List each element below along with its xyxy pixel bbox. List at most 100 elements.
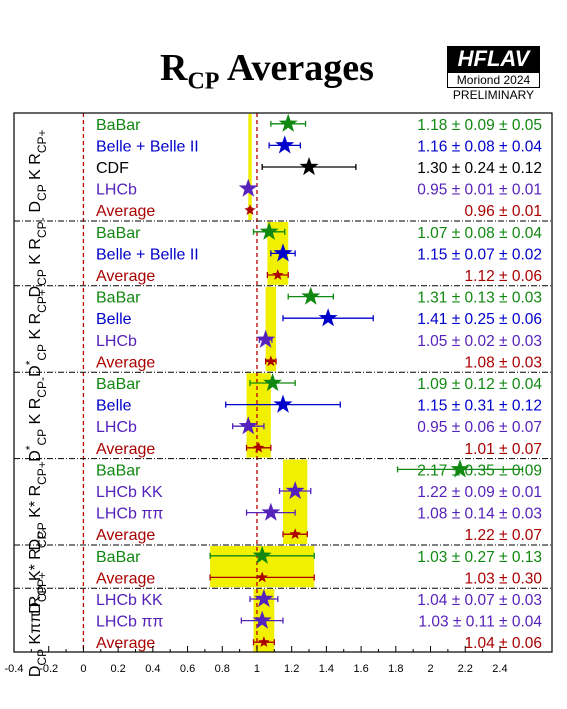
row-value: 1.22 ± 0.09 ± 0.01 xyxy=(417,484,542,501)
data-marker xyxy=(252,545,272,564)
x-tick-label: -0.2 xyxy=(39,663,58,675)
row-value: 1.04 ± 0.07 ± 0.03 xyxy=(417,592,542,609)
row-label: LHCb KK xyxy=(96,592,163,609)
data-marker xyxy=(238,178,258,197)
row-label: LHCb ππ xyxy=(96,506,163,523)
row-label: LHCb xyxy=(96,419,137,436)
average-band xyxy=(265,286,277,372)
row-value: 0.96 ± 0.01 xyxy=(465,203,542,220)
row-value: 1.03 ± 0.30 xyxy=(465,570,543,587)
row-label: CDF xyxy=(96,160,129,177)
row-label: BaBar xyxy=(96,290,141,307)
average-band xyxy=(248,114,252,220)
row-value: 1.05 ± 0.02 ± 0.03 xyxy=(417,333,542,350)
row-value: 0.95 ± 0.01 ± 0.01 xyxy=(417,182,542,199)
row-label: BaBar xyxy=(96,462,141,479)
row-label: LHCb KK xyxy=(96,484,163,501)
x-tick-label: 2 xyxy=(427,663,433,675)
row-value: 1.12 ± 0.06 xyxy=(465,268,542,285)
data-marker xyxy=(256,329,276,348)
x-tick-label: 0 xyxy=(80,663,86,675)
row-label: BaBar xyxy=(96,117,141,134)
row-label: Average xyxy=(96,527,155,544)
data-marker xyxy=(252,610,272,629)
row-label: Belle xyxy=(96,398,132,415)
data-marker xyxy=(301,286,321,305)
row-label: Average xyxy=(96,441,155,458)
average-marker xyxy=(289,528,301,540)
row-value: 1.18 ± 0.09 ± 0.05 xyxy=(417,117,542,134)
row-label: Average xyxy=(96,268,155,285)
group-label: DCP K* RCP- xyxy=(27,527,49,613)
row-value: 1.41 ± 0.25 ± 0.06 xyxy=(417,311,542,328)
row-value: 2.17 ± 0.35 ± 0.09 xyxy=(417,462,542,479)
group-label: DCP K RCP+ xyxy=(27,129,49,212)
data-marker xyxy=(263,373,283,392)
data-marker xyxy=(299,157,319,176)
average-marker xyxy=(258,636,270,648)
logo-conference: Moriond 2024 xyxy=(447,72,540,88)
x-tick-label: -0.4 xyxy=(5,663,24,675)
row-label: Average xyxy=(96,570,155,587)
row-value: 1.01 ± 0.07 xyxy=(465,441,542,458)
x-tick-label: 1.4 xyxy=(319,663,334,675)
group-label: DCP K* RCP+ xyxy=(27,461,49,550)
row-value: 1.22 ± 0.07 xyxy=(465,527,542,544)
data-marker xyxy=(259,221,279,240)
logo-preliminary: PRELIMINARY xyxy=(452,88,535,102)
data-marker xyxy=(238,416,258,435)
x-tick-label: 0.2 xyxy=(110,663,125,675)
group-label: DCP K RCP- xyxy=(27,217,49,297)
average-marker xyxy=(256,571,268,583)
row-value: 1.15 ± 0.31 ± 0.12 xyxy=(417,398,542,415)
x-tick-label: 0.4 xyxy=(145,663,160,675)
x-tick-label: 0.6 xyxy=(180,663,195,675)
chart-title: RCP Averages xyxy=(160,47,374,95)
plot-frame xyxy=(13,112,553,653)
row-value: 0.95 ± 0.06 ± 0.07 xyxy=(417,419,542,436)
x-tick-label: 1 xyxy=(254,663,260,675)
row-label: Average xyxy=(96,635,155,652)
data-marker xyxy=(254,589,274,608)
row-value: 1.04 ± 0.06 xyxy=(465,635,542,652)
group-label: D*CP K RCP- xyxy=(23,377,49,462)
data-marker xyxy=(275,135,295,154)
row-label: Belle xyxy=(96,311,132,328)
row-value: 1.03 ± 0.27 ± 0.13 xyxy=(417,549,542,566)
x-tick-label: 1.6 xyxy=(353,663,368,675)
x-tick-label: 1.2 xyxy=(284,663,299,675)
data-marker xyxy=(278,113,298,132)
row-value: 1.30 ± 0.24 ± 0.12 xyxy=(417,160,542,177)
row-value: 1.08 ± 0.03 xyxy=(465,354,542,371)
data-marker xyxy=(261,502,281,521)
logo-name: HFLAV xyxy=(447,46,540,72)
row-value: 1.03 ± 0.11 ± 0.04 xyxy=(418,614,542,631)
row-label: Belle + Belle II xyxy=(96,138,199,155)
group-label: D*CP K RCP+ xyxy=(23,289,49,377)
average-marker xyxy=(244,204,256,216)
x-tick-label: 2.4 xyxy=(492,663,507,675)
row-label: Average xyxy=(96,354,155,371)
row-label: BaBar xyxy=(96,549,141,566)
group-label: DCP Kππ RCP+ xyxy=(27,572,49,677)
data-marker xyxy=(318,308,338,327)
row-value: 1.31 ± 0.13 ± 0.03 xyxy=(417,290,542,307)
hflav-logo: HFLAV Moriond 2024 PRELIMINARY xyxy=(447,46,540,102)
data-marker xyxy=(273,394,293,413)
row-value: 1.15 ± 0.07 ± 0.02 xyxy=(417,246,542,263)
row-value: 1.09 ± 0.12 ± 0.04 xyxy=(417,376,542,393)
row-label: LHCb xyxy=(96,182,137,199)
row-label: BaBar xyxy=(96,376,141,393)
row-label: LHCb xyxy=(96,333,137,350)
x-tick-label: 1.8 xyxy=(388,663,403,675)
row-label: LHCb ππ xyxy=(96,614,163,631)
data-marker xyxy=(450,459,470,478)
data-marker xyxy=(285,481,305,500)
x-tick-label: 0.8 xyxy=(215,663,230,675)
average-marker xyxy=(272,269,284,280)
data-marker xyxy=(273,243,293,262)
row-value: 1.16 ± 0.08 ± 0.04 xyxy=(417,138,542,155)
row-label: BaBar xyxy=(96,225,141,242)
average-marker xyxy=(253,441,265,453)
